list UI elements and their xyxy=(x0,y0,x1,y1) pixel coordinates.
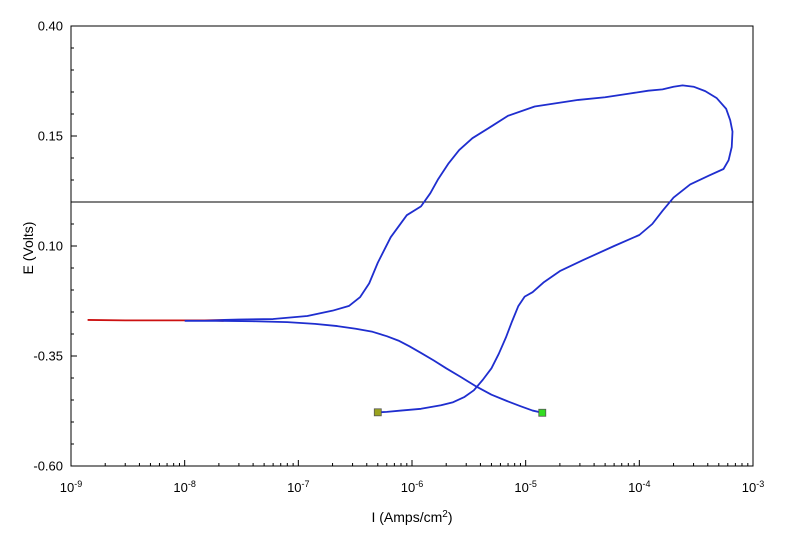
y-axis-title: E (Volts) xyxy=(20,222,36,275)
x-tick-label: 10-9 xyxy=(60,479,82,495)
x-tick-label: 10-7 xyxy=(287,479,309,495)
y-tick-label: 0.40 xyxy=(38,19,63,34)
x-tick-label: 10-5 xyxy=(514,479,536,495)
data-marker xyxy=(538,408,547,417)
x-tick-label: 10-8 xyxy=(173,479,195,495)
y-tick-label: 0.15 xyxy=(38,129,63,144)
plot-frame xyxy=(70,25,754,467)
series-line-1 xyxy=(204,84,734,414)
y-tick-label: -0.60 xyxy=(33,459,63,474)
x-tick-label: 10-4 xyxy=(628,479,650,495)
data-marker xyxy=(373,408,382,417)
x-tick-label: 10-3 xyxy=(742,479,764,495)
y-tick-label: -0.35 xyxy=(33,349,63,364)
y-tick-label: 0.10 xyxy=(38,239,63,254)
series-line-3 xyxy=(184,319,543,414)
x-axis-title: I (Amps/cm2) xyxy=(371,509,452,526)
axes: 10-9 10-8 10-7 10-6 10-5 10-4 10-3 0.40 0.15 0.10… xyxy=(33,19,764,496)
x-tick-label: 10-6 xyxy=(401,479,423,495)
plot-area xyxy=(71,84,753,417)
